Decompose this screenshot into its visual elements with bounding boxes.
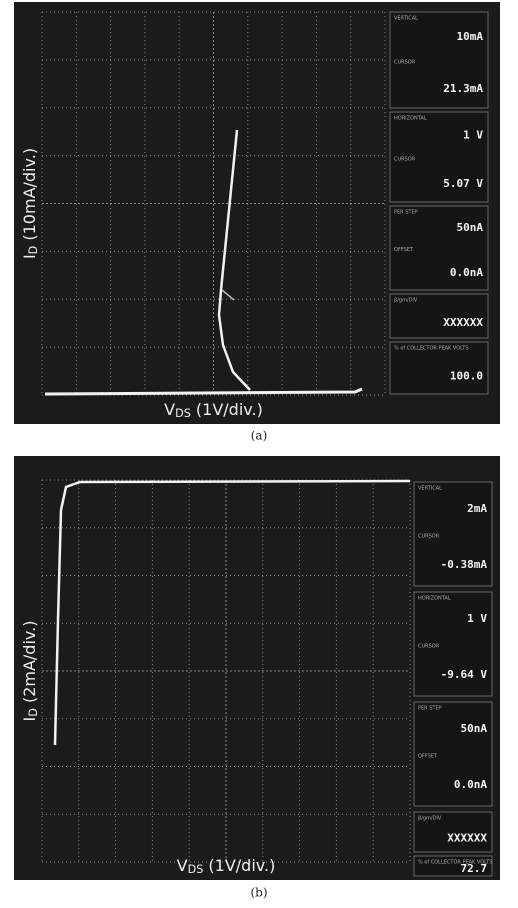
readout-heading: β/gm/DIV bbox=[394, 298, 418, 304]
readout-subheading: CURSOR bbox=[394, 59, 416, 65]
y-axis-label: ID (10mA/div.) bbox=[20, 148, 41, 259]
readout-value: 72.7 bbox=[461, 862, 488, 875]
readout-subheading: OFFSET bbox=[394, 247, 414, 253]
label-main: V bbox=[164, 400, 175, 419]
label-rest: (10mA/div.) bbox=[20, 148, 39, 246]
readout-subheading: CURSOR bbox=[394, 156, 416, 162]
label-main: V bbox=[177, 856, 188, 875]
scope-panel: ID (2mA/div.) VDS (1V/div.) VERTICAL 2mA CUR… bbox=[14, 456, 500, 880]
readout-value: XXXXXX bbox=[447, 831, 487, 844]
caption: (b) bbox=[250, 886, 267, 900]
label-sub: D bbox=[27, 246, 40, 255]
readout-subheading: CURSOR bbox=[418, 534, 440, 540]
readout-heading: % of COLLECTOR PEAK VOLTS bbox=[394, 346, 469, 352]
label-sub: DS bbox=[188, 863, 204, 876]
readout-subvalue: 5.07 V bbox=[443, 177, 483, 190]
readout-subvalue: -0.38mA bbox=[441, 558, 488, 571]
readout-value: 100.0 bbox=[450, 369, 483, 382]
readout-subvalue: 0.0nA bbox=[454, 778, 487, 791]
scope-panel: ID (10mA/div.) VDS (1V/div.) VERTICAL 10mA C… bbox=[14, 2, 500, 424]
readout-subheading: OFFSET bbox=[418, 754, 438, 760]
readout-value: 10mA bbox=[457, 30, 484, 43]
label-rest: (1V/div.) bbox=[191, 400, 263, 419]
readout-subvalue: 0.0nA bbox=[450, 266, 483, 279]
readout-value: XXXXXX bbox=[443, 316, 483, 329]
readout-heading: VERTICAL bbox=[418, 486, 442, 492]
readout-value: 1 V bbox=[463, 128, 483, 141]
readout-value: 1 V bbox=[467, 612, 487, 625]
caption: (a) bbox=[251, 429, 268, 443]
readout-heading: β/gm/DIV bbox=[418, 816, 442, 822]
readout-heading: VERTICAL bbox=[394, 16, 418, 22]
readout-value: 50nA bbox=[461, 722, 488, 735]
readout-value: 2mA bbox=[467, 502, 487, 515]
readout-value: 50nA bbox=[457, 221, 484, 234]
figure: ID (10mA/div.)VDS (1V/div.)VERTICAL10mAC… bbox=[0, 0, 518, 904]
readout-subvalue: -9.64 V bbox=[441, 668, 488, 681]
label-rest: (1V/div.) bbox=[203, 856, 275, 875]
readout-subheading: CURSOR bbox=[418, 644, 440, 650]
readout-heading: HORIZONTAL bbox=[418, 596, 451, 602]
label-sub: DS bbox=[175, 407, 191, 420]
readout-heading: PER STEP bbox=[418, 706, 442, 712]
label-rest: (2mA/div.) bbox=[20, 621, 39, 709]
readout-subvalue: 21.3mA bbox=[443, 82, 483, 95]
readout-heading: PER STEP bbox=[394, 210, 418, 216]
y-axis-label: ID (2mA/div.) bbox=[20, 621, 41, 722]
label-sub: D bbox=[27, 708, 40, 717]
readout-heading: HORIZONTAL bbox=[394, 116, 427, 122]
